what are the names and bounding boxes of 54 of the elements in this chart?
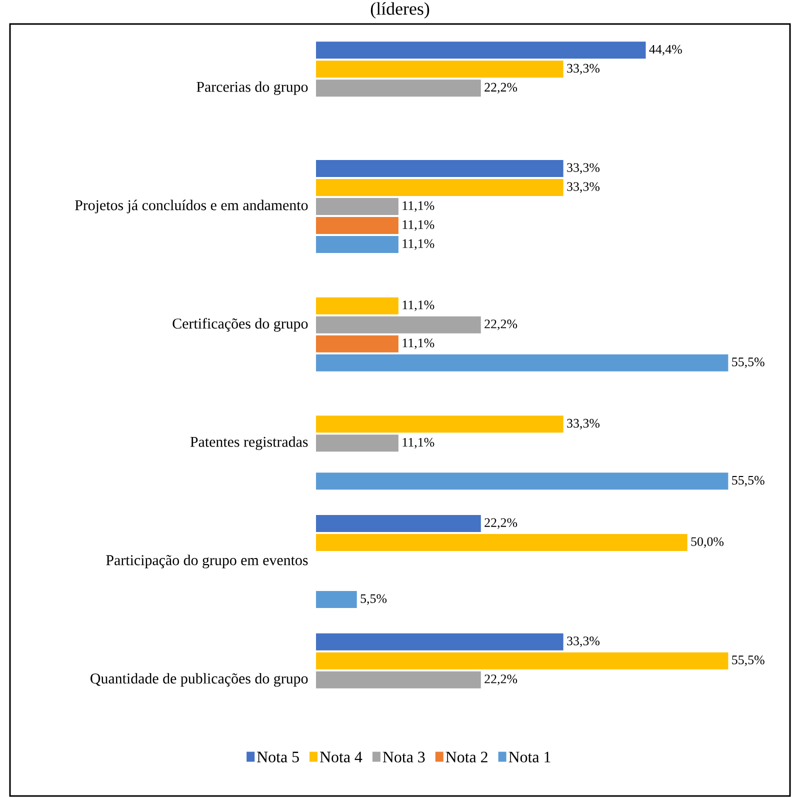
data-label: 11,1% [402, 201, 434, 212]
data-label: 33,3% [567, 163, 600, 174]
y-tick-label: Parcerias do grupo [196, 81, 308, 95]
bar [316, 217, 398, 234]
y-tick-label: Participação do grupo em eventos [106, 554, 308, 568]
bar [316, 316, 481, 334]
bar [316, 434, 398, 452]
bar [316, 198, 398, 216]
bar [316, 160, 564, 178]
bar [316, 42, 646, 59]
data-label: 22,2% [484, 674, 518, 686]
bar [316, 354, 728, 372]
bar [316, 60, 564, 78]
y-tick-label: Quantidade de publicações do grupo [90, 673, 308, 687]
data-label: 22,2% [484, 82, 518, 94]
legend-label: Nota 5 [257, 752, 299, 762]
data-label: 11,1% [402, 220, 434, 231]
bar [316, 335, 398, 352]
legend-label: Nota 2 [446, 752, 488, 762]
bar [316, 416, 564, 433]
legend-label: Nota 4 [320, 752, 362, 762]
data-label: 33,3% [567, 418, 600, 430]
bar [316, 671, 481, 688]
data-label: 33,3% [567, 636, 600, 648]
data-label: 44,4% [649, 44, 682, 56]
bar [316, 236, 398, 254]
bar [316, 297, 398, 314]
data-label: 22,2% [484, 320, 518, 330]
legend-label: Nota 3 [382, 752, 425, 762]
data-label: 22,2% [484, 518, 518, 529]
legend-label: Nota 1 [508, 752, 550, 762]
data-label: 11,1% [402, 438, 434, 448]
data-label: 5,5% [360, 594, 387, 605]
bar [316, 80, 481, 97]
data-label: 11,1% [402, 338, 434, 350]
y-tick-label: Certificações do grupo [172, 318, 308, 332]
bar [316, 179, 564, 196]
data-label: 11,1% [402, 300, 434, 312]
bar [316, 534, 688, 552]
bar [316, 472, 728, 490]
bar [316, 652, 728, 670]
y-tick-label: Patentes registradas [190, 436, 308, 450]
data-label: 33,3% [567, 182, 600, 193]
data-label: 33,3% [567, 64, 600, 74]
data-label: 55,5% [732, 656, 764, 666]
data-label: 55,5% [732, 476, 764, 486]
bar [316, 515, 481, 532]
data-label: 50,0% [691, 537, 724, 548]
bar [316, 633, 564, 650]
chart-title: (líderes) [370, 2, 430, 18]
data-label: 11,1% [402, 239, 434, 250]
bar [316, 591, 357, 608]
y-tick-label: Projetos já concluídos e em andamento [75, 200, 308, 214]
data-label: 55,5% [732, 358, 764, 368]
